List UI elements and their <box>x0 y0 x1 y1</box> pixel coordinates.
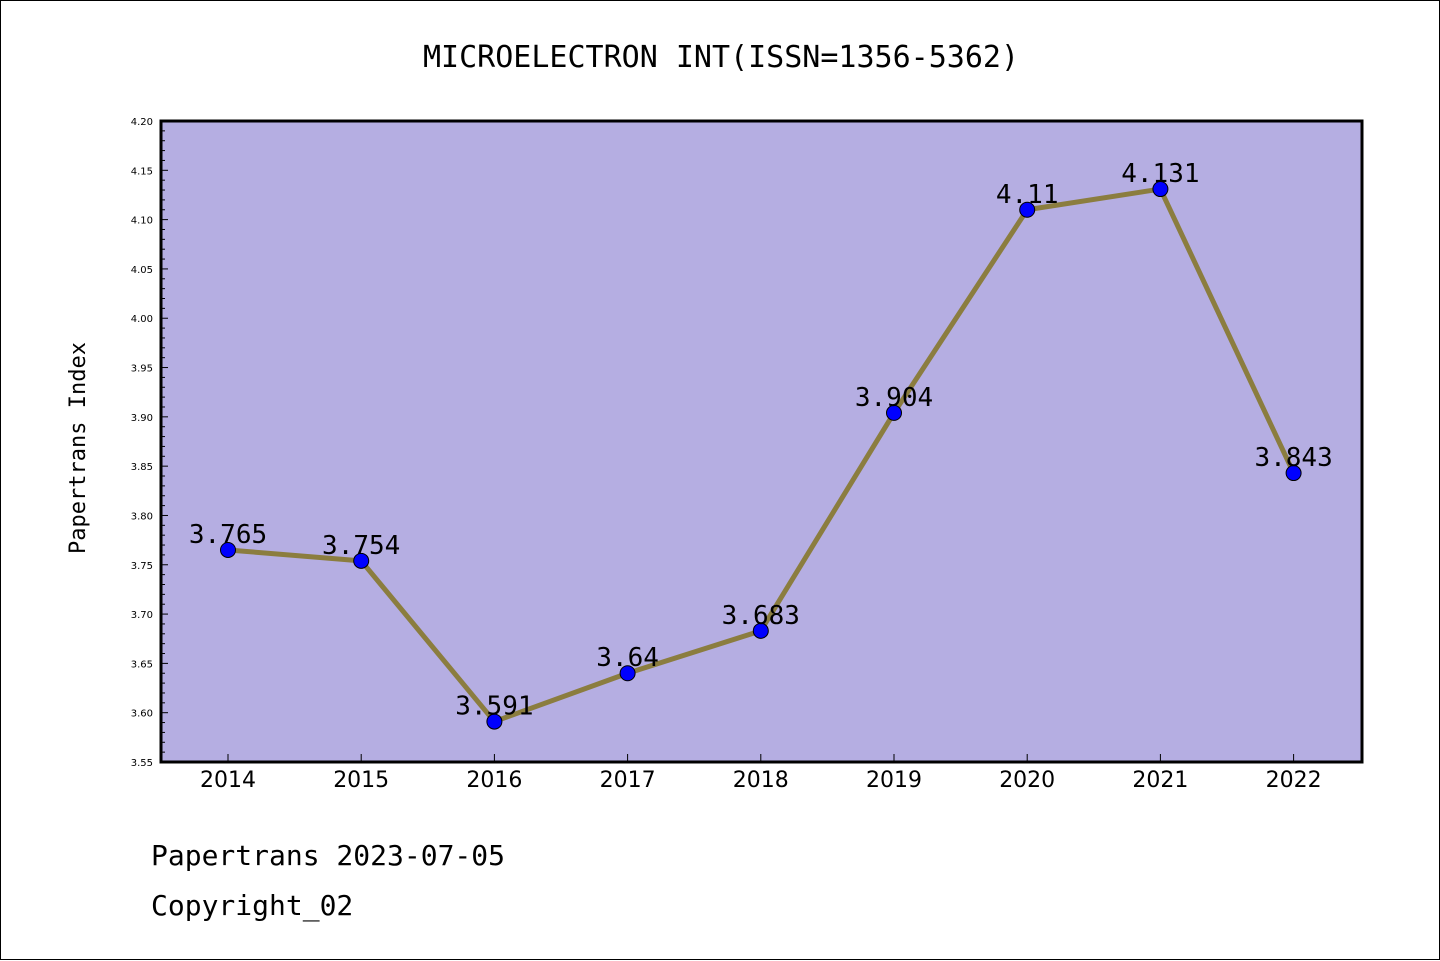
y-axis: 3.55 3.60 3.65 3.70 3.75 3.80 3.85 3.90 3.95 4.00… <box>131 117 168 769</box>
y-tick-label: 4.20 <box>131 117 153 128</box>
y-tick-label: 3.70 <box>131 610 153 621</box>
y-tick-label: 4.00 <box>131 314 153 325</box>
data-label: 3.64 <box>596 643 659 673</box>
data-label: 3.683 <box>722 601 800 631</box>
data-point <box>486 713 503 730</box>
x-tick-label: 2015 <box>333 768 389 793</box>
y-tick-label: 4.15 <box>131 166 153 177</box>
y-tick-label: 3.90 <box>131 413 153 424</box>
data-point <box>1019 201 1036 218</box>
footer-copyright: Copyright_02 <box>151 889 353 923</box>
data-label: 3.754 <box>322 531 400 561</box>
y-tick-label: 3.75 <box>131 561 153 572</box>
footer-date: Papertrans 2023-07-05 <box>151 839 505 872</box>
plot-area <box>159 119 1364 764</box>
x-tick-label: 2022 <box>1266 768 1322 793</box>
y-tick-label: 3.95 <box>131 364 153 375</box>
x-tick-label: 2016 <box>466 768 522 793</box>
x-tick-label: 2019 <box>866 768 922 793</box>
x-tick-label: 2020 <box>999 768 1055 793</box>
x-axis: 2014 2015 2016 2017 2018 2019 2020 2021 2022 <box>200 754 1322 793</box>
chart-title: MICROELECTRON INT(ISSN=1356-5362) <box>423 40 1019 75</box>
data-label: 3.904 <box>855 383 933 413</box>
x-tick-label: 2017 <box>600 768 656 793</box>
y-tick-label: 3.85 <box>131 462 153 473</box>
data-label: 3.765 <box>189 520 267 550</box>
y-tick-label: 3.60 <box>131 709 153 720</box>
data-labels: 3.765 3.754 3.591 3.64 3.683 3.904 4.11 4.131 3.… <box>189 159 1333 722</box>
y-tick-label: 3.65 <box>131 659 153 670</box>
data-label: 4.11 <box>996 180 1059 210</box>
series-markers <box>220 181 1302 730</box>
x-tick-label: 2014 <box>200 768 256 793</box>
data-point <box>353 552 370 569</box>
data-point <box>752 622 769 639</box>
y-axis-label: Papertrans Index <box>66 342 91 554</box>
data-label: 3.591 <box>455 692 533 722</box>
y-tick-label: 4.05 <box>131 265 153 276</box>
data-label: 3.843 <box>1254 443 1332 473</box>
data-point <box>1285 465 1302 482</box>
y-tick-label: 3.80 <box>131 511 153 522</box>
x-tick-label: 2018 <box>733 768 789 793</box>
data-point <box>220 541 236 558</box>
data-label: 4.131 <box>1121 159 1199 189</box>
data-point <box>886 404 902 421</box>
data-point <box>1152 181 1169 198</box>
x-tick-label: 2021 <box>1132 768 1188 793</box>
data-point <box>619 665 636 682</box>
y-tick-label: 3.55 <box>131 758 153 769</box>
y-tick-label: 4.10 <box>131 216 153 227</box>
